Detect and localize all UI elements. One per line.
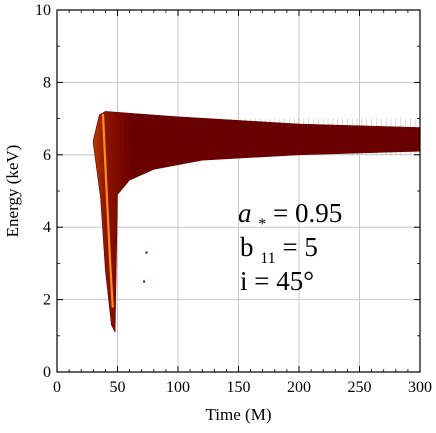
annotation-deformation-symbol: b: [240, 232, 254, 262]
y-tick-label: 8: [43, 74, 51, 91]
annotation-spin-subscript: *: [258, 216, 266, 233]
x-tick-label: 250: [348, 379, 372, 396]
annotations: a * = 0.95 b 11 = 5 i = 45°: [238, 198, 342, 296]
x-tick-label: 0: [53, 379, 61, 396]
x-tick-label: 200: [287, 379, 311, 396]
x-axis-label: Time (M): [206, 405, 272, 424]
emission-region: [93, 111, 421, 333]
y-tick-label: 6: [43, 147, 51, 164]
y-tick-label: 0: [43, 364, 51, 381]
annotation-spin-symbol: a: [238, 198, 252, 228]
y-tick-label: 10: [35, 2, 51, 19]
annotation-spin-value: = 0.95: [273, 198, 342, 228]
x-tick-label: 100: [166, 379, 190, 396]
x-tick-label: 300: [408, 379, 432, 396]
x-tick-label: 150: [227, 379, 251, 396]
data-speck: [143, 280, 146, 283]
y-axis-label: Energy (keV): [3, 145, 22, 238]
data-region: [93, 111, 421, 333]
annotation-inclination: i = 45°: [240, 266, 314, 296]
y-tick-label: 4: [43, 219, 51, 236]
annotation-deformation-subscript: 11: [260, 250, 275, 267]
region-texture: [119, 118, 416, 155]
annotation-spin: a * = 0.95: [238, 198, 342, 235]
hot-streak: [101, 113, 114, 308]
annotation-deformation-value: = 5: [282, 232, 317, 262]
annotation-deformation: b 11 = 5: [240, 232, 318, 269]
x-tick-label: 50: [110, 379, 126, 396]
data-speck: [145, 251, 148, 254]
ticks: 0 50 100 150 200 250 300 0 2 4 6 8 10: [35, 2, 432, 396]
y-tick-label: 2: [43, 292, 51, 309]
